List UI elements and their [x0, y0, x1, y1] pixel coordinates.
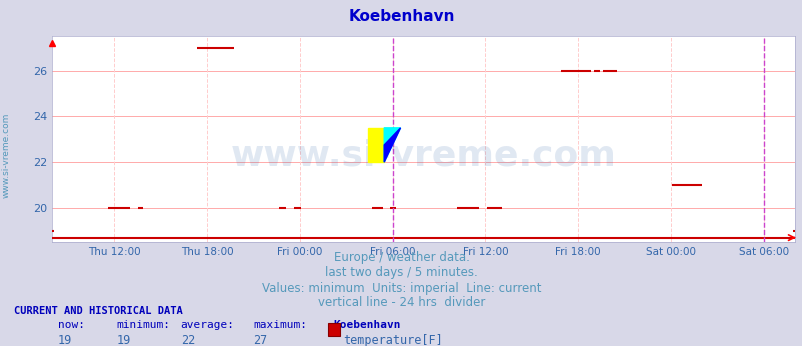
- Text: vertical line - 24 hrs  divider: vertical line - 24 hrs divider: [318, 296, 484, 309]
- Text: last two days / 5 minutes.: last two days / 5 minutes.: [325, 266, 477, 280]
- Text: 19: 19: [58, 334, 72, 346]
- Text: Koebenhavn: Koebenhavn: [333, 320, 400, 330]
- Text: temperature[F]: temperature[F]: [343, 334, 443, 346]
- Text: Values: minimum  Units: imperial  Line: current: Values: minimum Units: imperial Line: cu…: [261, 282, 541, 295]
- Text: www.si-vreme.com: www.si-vreme.com: [230, 139, 616, 173]
- Text: Koebenhavn: Koebenhavn: [348, 9, 454, 24]
- Text: average:: average:: [180, 320, 234, 330]
- Text: now:: now:: [58, 320, 85, 330]
- Polygon shape: [383, 128, 400, 162]
- Text: 19: 19: [116, 334, 131, 346]
- Polygon shape: [367, 128, 383, 162]
- Text: 27: 27: [253, 334, 267, 346]
- Text: maximum:: maximum:: [253, 320, 306, 330]
- Text: 22: 22: [180, 334, 195, 346]
- Polygon shape: [383, 128, 400, 162]
- Text: Europe / weather data.: Europe / weather data.: [333, 251, 469, 264]
- Text: minimum:: minimum:: [116, 320, 170, 330]
- Text: CURRENT AND HISTORICAL DATA: CURRENT AND HISTORICAL DATA: [14, 306, 183, 316]
- Text: www.si-vreme.com: www.si-vreme.com: [2, 113, 11, 198]
